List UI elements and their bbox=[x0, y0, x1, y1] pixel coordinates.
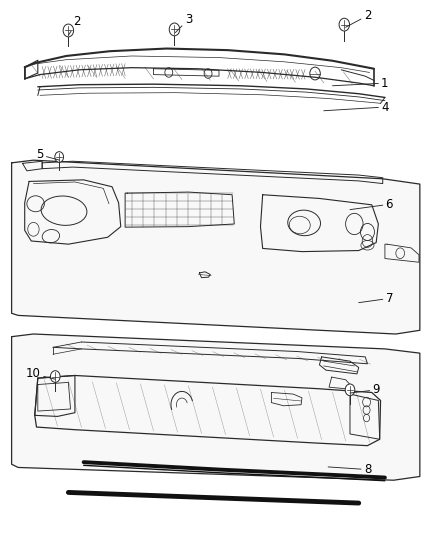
Text: 5: 5 bbox=[36, 148, 60, 161]
Circle shape bbox=[63, 24, 74, 37]
Text: 10: 10 bbox=[26, 367, 55, 381]
Text: 2: 2 bbox=[68, 15, 81, 35]
Polygon shape bbox=[12, 334, 420, 480]
Polygon shape bbox=[12, 160, 420, 334]
Text: 6: 6 bbox=[350, 198, 393, 211]
Text: 7: 7 bbox=[359, 292, 393, 305]
Text: 9: 9 bbox=[350, 383, 380, 397]
Circle shape bbox=[345, 384, 355, 395]
Circle shape bbox=[50, 370, 60, 382]
Circle shape bbox=[55, 152, 64, 163]
Circle shape bbox=[339, 18, 350, 31]
Text: 4: 4 bbox=[324, 101, 389, 114]
Text: 3: 3 bbox=[175, 13, 192, 33]
Text: 1: 1 bbox=[332, 77, 389, 90]
Text: 8: 8 bbox=[328, 463, 371, 476]
Circle shape bbox=[169, 23, 180, 36]
Text: 2: 2 bbox=[346, 9, 371, 27]
